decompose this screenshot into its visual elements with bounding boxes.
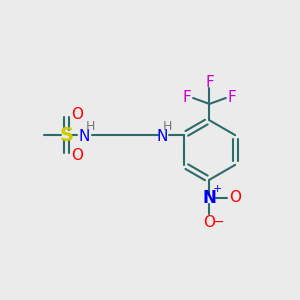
Text: O: O bbox=[71, 107, 83, 122]
Text: N: N bbox=[78, 129, 90, 144]
Text: S: S bbox=[59, 126, 73, 145]
Text: N: N bbox=[157, 129, 168, 144]
Text: F: F bbox=[182, 91, 191, 106]
Text: O: O bbox=[71, 148, 83, 164]
Text: −: − bbox=[212, 215, 224, 229]
Text: N: N bbox=[202, 189, 216, 207]
Text: +: + bbox=[213, 184, 223, 194]
Text: H: H bbox=[163, 120, 172, 133]
Text: F: F bbox=[228, 91, 237, 106]
Text: O: O bbox=[229, 190, 241, 205]
Text: H: H bbox=[85, 120, 95, 133]
Text: O: O bbox=[203, 215, 215, 230]
Text: F: F bbox=[205, 75, 214, 90]
